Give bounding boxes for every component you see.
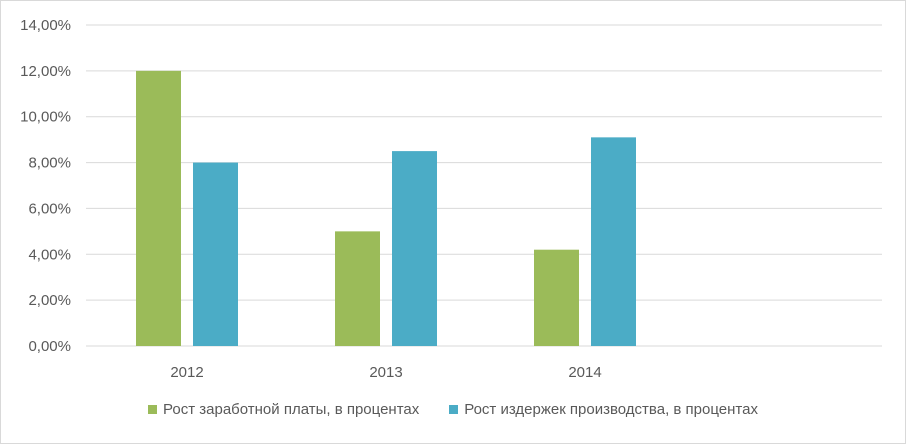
legend-swatch-wages bbox=[148, 405, 158, 414]
bar-chart: 0,00% 2,00% 4,00% 6,00% 8,00% 10,00% 12,00% 14,… bbox=[20, 17, 882, 381]
bar-2012-series-2 bbox=[193, 162, 238, 346]
legend-item-wages: Рост заработной платы, в процентах bbox=[148, 401, 419, 418]
y-axis-ticks: 0,00% 2,00% 4,00% 6,00% 8,00% 10,00% 12,00% 14,… bbox=[20, 17, 71, 355]
x-tick-label-2013: 2013 bbox=[369, 364, 402, 381]
y-tick-label: 0,00% bbox=[28, 338, 71, 355]
y-tick-label: 14,00% bbox=[20, 17, 71, 34]
legend: Рост заработной платы, в процентах Рост … bbox=[0, 401, 906, 418]
legend-label-costs: Рост издержек производства, в процентах bbox=[464, 401, 758, 418]
y-tick-label: 10,00% bbox=[20, 109, 71, 126]
bar-2013-series-2 bbox=[392, 151, 437, 346]
x-axis-ticks: 2012 2013 2014 bbox=[170, 364, 601, 381]
bar-2012-series-1 bbox=[136, 70, 181, 346]
y-tick-label: 4,00% bbox=[28, 246, 71, 263]
legend-label-wages: Рост заработной платы, в процентах bbox=[163, 401, 420, 418]
legend-item-costs: Рост издержек производства, в процентах bbox=[449, 401, 758, 418]
x-tick-label-2014: 2014 bbox=[568, 364, 601, 381]
bar-2014-series-1 bbox=[534, 249, 579, 346]
y-tick-label: 2,00% bbox=[28, 292, 71, 309]
y-tick-label: 12,00% bbox=[20, 63, 71, 80]
bar-2013-series-1 bbox=[335, 231, 380, 346]
x-tick-label-2012: 2012 bbox=[170, 364, 203, 381]
y-tick-label: 6,00% bbox=[28, 200, 71, 217]
bar-2014-series-2 bbox=[591, 137, 636, 346]
bars bbox=[136, 70, 636, 346]
legend-swatch-costs bbox=[449, 405, 459, 414]
y-tick-label: 8,00% bbox=[28, 155, 71, 172]
